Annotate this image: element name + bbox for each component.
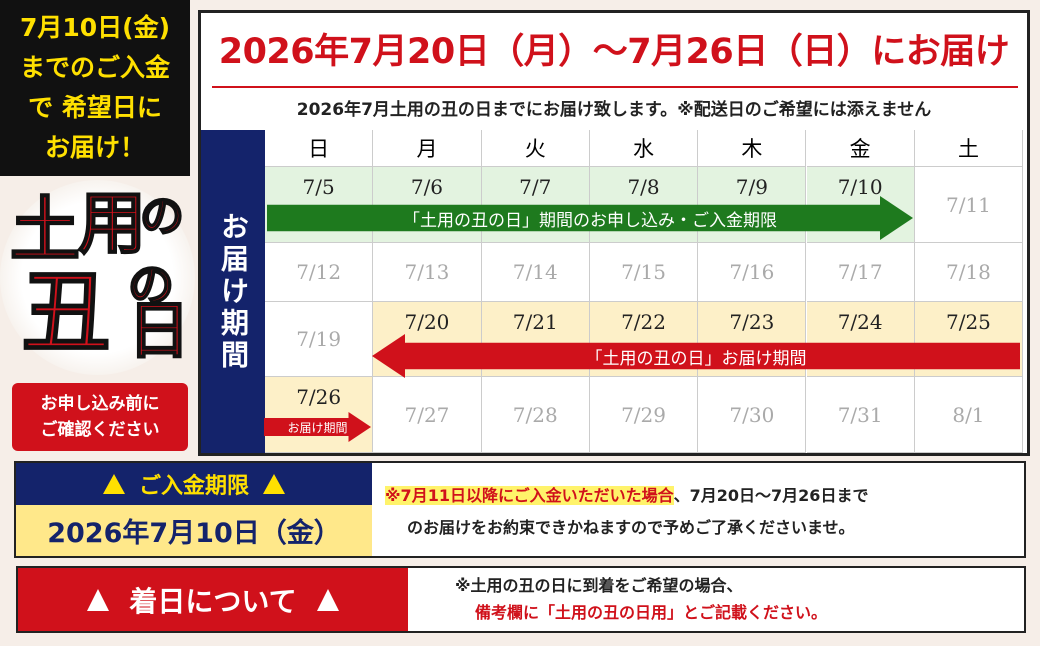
notice-line: で 希望日に xyxy=(28,93,162,122)
date-cell: 8/1 xyxy=(914,377,1024,453)
warning-icon xyxy=(87,588,110,611)
arrow xyxy=(267,196,913,240)
date-cell: 7/14 xyxy=(481,243,590,302)
arrow-shape xyxy=(264,412,371,442)
warning-icon xyxy=(102,474,125,494)
weekday: 土 xyxy=(914,130,1024,167)
deadline-heading: ご入金期限 xyxy=(138,474,249,499)
date-cell: 7/17 xyxy=(806,243,915,302)
arrow xyxy=(264,412,371,442)
date-cell: 7/12 xyxy=(265,243,374,302)
deadline-note: ※7月11日以降にご入金いただいた場合、7月20日～7月26日まで のお届けをお… xyxy=(385,480,1020,544)
logo-char: 土 xyxy=(9,188,81,271)
deadline-note-highlight: ※7月11日以降にご入金いただいた場合 xyxy=(385,486,674,505)
confirm-box: お申し込み前に ご確認ください xyxy=(12,383,188,451)
weekday: 月 xyxy=(373,130,482,167)
date-cell: 7/18 xyxy=(914,243,1024,302)
delivery-period-arrow: 「土用の丑の日」お届け期間 xyxy=(372,334,1020,378)
weekday: 火 xyxy=(481,130,590,167)
date-cell: 7/19 xyxy=(265,302,374,377)
date-cell: 7/27 xyxy=(373,377,482,453)
logo-char: の xyxy=(139,191,185,242)
logo-char: 日 xyxy=(127,294,191,367)
order-period-arrow-label: 「土用の丑の日」期間のお申し込み・ご入金期限 xyxy=(403,210,777,231)
logo-char: 用 xyxy=(77,184,147,264)
date-cell: 7/29 xyxy=(589,377,699,453)
delivery-period-short-arrow: お届け期間 xyxy=(264,412,371,442)
date-cell: 7/16 xyxy=(698,243,807,302)
side-label: お届け期間 xyxy=(201,130,265,453)
notice-line: お届け！ xyxy=(44,133,145,162)
confirm-line: ご確認ください xyxy=(40,420,160,440)
arrival-note-line: 備考欄に「土用の丑の日用」とご記載ください。 xyxy=(475,603,828,622)
title-rule xyxy=(212,86,1018,88)
confirm-line: お申し込み前に xyxy=(40,394,160,414)
deadline-note-line: ※7月11日以降にご入金いただいた場合、7月20日～7月26日まで xyxy=(385,480,1020,512)
deadline-heading-box: ご入金期限 xyxy=(16,463,372,505)
deadline-date: 2026年7月10日（金） xyxy=(16,505,372,556)
logo-char: 丑 xyxy=(21,260,111,364)
warning-icon xyxy=(263,474,285,494)
order-period-arrow: 「土用の丑の日」期間のお申し込み・ご入金期限 xyxy=(267,196,913,240)
notice-line: までのご入金 xyxy=(19,53,170,82)
arrival-heading-box: 着日について xyxy=(18,568,408,631)
notice-box: 7月10日(金) までのご入金 で 希望日に お届け！ xyxy=(0,0,190,176)
title: 2026年7月20日（月）～7月26日（日）にお届け xyxy=(218,31,1010,72)
weekday: 日 xyxy=(265,130,374,167)
date-cell: 7/28 xyxy=(481,377,590,453)
arrival-note-line: ※土用の丑の日に到着をご希望の場合、 xyxy=(455,576,743,595)
arrow-shape xyxy=(372,334,1020,378)
arrow xyxy=(372,334,1020,378)
date-cell: 7/26 xyxy=(265,377,374,453)
delivery-period-short-arrow-label: お届け期間 xyxy=(287,420,348,435)
weekday: 金 xyxy=(806,130,915,167)
logo xyxy=(0,180,195,375)
arrival-heading: 着日について xyxy=(129,584,297,618)
subtitle: 2026年7月土用の丑の日までにお届け致します。※配送日のご希望には添えません xyxy=(296,99,932,120)
deadline-note-rest: 、7月20日～7月26日まで xyxy=(673,486,869,505)
date-cell: 7/31 xyxy=(806,377,915,453)
delivery-period-arrow-label: 「土用の丑の日」お届け期間 xyxy=(585,348,807,369)
arrow-shape xyxy=(267,196,913,240)
weekday: 木 xyxy=(698,130,807,167)
date-cell: 7/11 xyxy=(914,167,1024,243)
arrival-note: ※土用の丑の日に到着をご希望の場合、 備考欄に「土用の丑の日用」とご記載ください… xyxy=(430,572,1020,626)
date-cell: 7/15 xyxy=(589,243,699,302)
logo-char: の xyxy=(127,258,175,312)
warning-icon xyxy=(316,588,339,611)
deadline-note-line: のお届けをお約束できかねますので予めご了承くださいませ。 xyxy=(407,518,855,537)
date-cell: 7/13 xyxy=(373,243,482,302)
date-cell: 7/30 xyxy=(698,377,807,453)
notice-line: 7月10日(金) xyxy=(19,13,171,42)
weekday: 水 xyxy=(589,130,699,167)
